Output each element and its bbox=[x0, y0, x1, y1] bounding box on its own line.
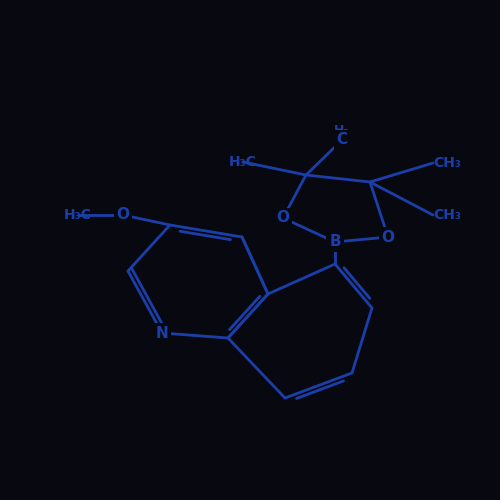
Text: H₃: H₃ bbox=[334, 124, 350, 138]
Text: O: O bbox=[116, 208, 130, 222]
Text: O: O bbox=[382, 230, 394, 244]
Text: O: O bbox=[276, 210, 289, 226]
Text: H₃C: H₃C bbox=[229, 155, 257, 169]
Text: C: C bbox=[336, 132, 347, 148]
Text: H₃C: H₃C bbox=[64, 208, 92, 222]
Text: CH₃: CH₃ bbox=[433, 156, 461, 170]
Text: N: N bbox=[156, 326, 168, 340]
Text: CH₃: CH₃ bbox=[433, 208, 461, 222]
Text: B: B bbox=[329, 234, 341, 250]
